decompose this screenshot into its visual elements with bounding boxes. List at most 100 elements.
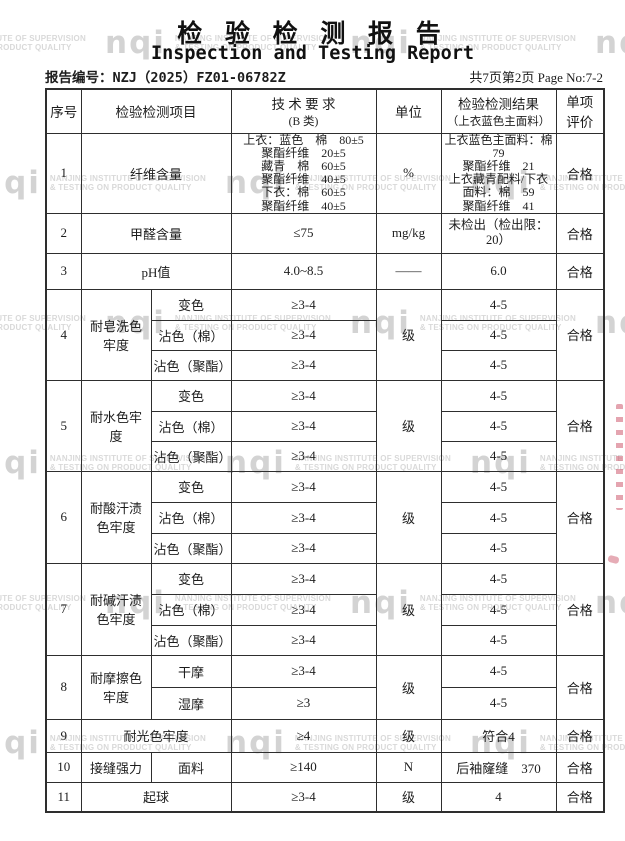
requirement-cell: ≥3-4 [230,532,377,564]
row-number-cell: 11 [45,781,82,813]
inspection-table: 序号 检验检测项目 技 术 要 求 (B 类) 单位 检验检测结果 （上衣蓝色主… [45,88,605,814]
result-cell: 4-5 [440,686,557,720]
col-header-eval-line1: 单项 [566,95,594,111]
result-cell: 4-5 [440,349,557,381]
unit-cell: % [375,132,442,214]
result-cell: 4-5 [440,501,557,534]
sub-item-cell: 沾色（聚酯） [150,440,232,472]
unit-cell: 级 [375,654,442,720]
requirement-cell: 4.0~8.5 [230,252,377,290]
evaluation-cell: 合格 [555,288,605,381]
requirement-cell: ≥3-4 [230,593,377,626]
table-subrow: 沾色（聚酯） ≥3-4 4-5 [46,349,604,381]
result-cell: 后袖窿缝 370 [440,751,557,783]
result-cell: 4-5 [440,410,557,442]
item-cell: 耐皂洗色 牢度 [80,288,152,381]
requirement-cell: ≥3 [230,686,377,720]
table-subrow: 沾色（棉） ≥3-4 4-5 [46,410,604,442]
sub-item-cell: 沾色（棉） [150,501,232,534]
evaluation-cell: 合格 [555,751,605,783]
item-cell: 接缝强力 [80,751,152,783]
col-header-result-line2: （上衣蓝色主面料） [446,116,551,129]
col-header-unit: 单位 [375,88,442,134]
sub-item-cell: 沾色（棉） [150,410,232,442]
item-cell: 耐光色牢度 [80,718,232,753]
result-cell: 4-5 [440,562,557,595]
page-info: 共7页第2页 Page No:7-2 [469,70,603,85]
unit-cell: —— [375,252,442,290]
col-header-eval-line2: 评价 [566,115,594,131]
sub-item-cell: 变色 [150,379,232,412]
table-row: 11 起球 ≥3-4 级 4 合格 [45,781,605,813]
item-cell: 纤维含量 [80,132,232,214]
unit-cell: 级 [375,470,442,564]
table-row: 6 耐酸汗渍 色牢度 变色 ≥3-4 级 4-5 合格 [45,470,605,564]
requirement-cell: ≥3-4 [230,379,377,412]
row-number-cell: 4 [45,288,82,381]
red-stamp-dot [607,554,620,565]
table-subrow: 湿摩 ≥3 4-5 [46,686,604,720]
requirement-cell: ≥3-4 [230,562,377,595]
result-cell: 4-5 [440,470,557,503]
col-header-result: 检验检测结果 （上衣蓝色主面料） [440,88,557,134]
col-header-result-line1: 检验检测结果 [458,97,539,113]
row-number-cell: 3 [45,252,82,290]
unit-cell: N [375,751,442,783]
requirement-cell: ≥3-4 [230,654,377,688]
sub-item-cell: 面料 [150,751,232,783]
evaluation-cell: 合格 [555,781,605,813]
requirement-cell: ≥3-4 [230,624,377,656]
evaluation-cell: 合格 [555,379,605,472]
sub-item-cell: 湿摩 [150,686,232,720]
sub-item-cell: 沾色（聚酯） [150,349,232,381]
unit-cell: 级 [375,781,442,813]
result-cell: 4-5 [440,532,557,564]
sub-item-cell: 沾色（棉） [150,319,232,351]
unit-cell: 级 [375,288,442,381]
col-header-item: 检验检测项目 [80,88,232,134]
requirement-cell: ≥3-4 [230,288,377,321]
row-number-cell: 10 [45,751,82,783]
sub-item-cell: 干摩 [150,654,232,688]
table-row: 7 耐碱汗渍 色牢度 变色 ≥3-4 级 4-5 合格 [45,562,605,656]
table-row: 1 纤维含量 上衣：蓝色 棉 80±5 聚酯纤维 20±5 藏青 棉 60±5 … [45,132,605,214]
col-header-no: 序号 [45,88,82,134]
evaluation-cell: 合格 [555,470,605,564]
sub-item-cell: 沾色（棉） [150,593,232,626]
sub-item-cell: 变色 [150,288,232,321]
result-cell: 4-5 [440,654,557,688]
item-cell: 耐酸汗渍 色牢度 [80,470,152,564]
col-header-requirement-line2: (B 类) [288,116,319,129]
table-subrow: 沾色（聚酯） ≥3-4 4-5 [46,532,604,564]
item-cell: 耐碱汗渍 色牢度 [80,562,152,656]
table-header-row: 序号 检验检测项目 技 术 要 求 (B 类) 单位 检验检测结果 （上衣蓝色主… [45,88,605,134]
report-title-en: Inspection and Testing Report [150,43,474,64]
report-number-value: NZJ（2025）FZ01-06782Z [112,70,286,86]
result-cell: 未检出（检出限： 20） [440,212,557,254]
requirement-cell: ≥3-4 [230,410,377,442]
sub-item-cell: 沾色（聚酯） [150,624,232,656]
item-cell: 起球 [80,781,232,813]
unit-cell: 级 [375,379,442,472]
evaluation-cell: 合格 [555,562,605,656]
result-cell: 4-5 [440,440,557,472]
report-title-cn: 检 验 检 测 报 告 [177,19,448,48]
red-stamp-fragment [616,404,623,510]
report-number: 报告编号：NZJ（2025）FZ01-06782Z [45,66,286,86]
item-cell: 甲醛含量 [80,212,232,254]
evaluation-cell: 合格 [555,654,605,720]
table-row: 9 耐光色牢度 ≥4 级 符合4 合格 [45,718,605,753]
item-cell: 耐水色牢 度 [80,379,152,472]
unit-cell: 级 [375,562,442,656]
table-row: 5 耐水色牢 度 变色 ≥3-4 级 4-5 合格 [45,379,605,472]
result-cell: 符合4 [440,718,557,753]
table-row: 2 甲醛含量 ≤75 mg/kg 未检出（检出限： 20） 合格 [45,212,605,254]
evaluation-cell: 合格 [555,212,605,254]
table-subrow: 沾色（棉） ≥3-4 4-5 [46,319,604,351]
requirement-cell: ≥3-4 [230,470,377,503]
result-cell: 4-5 [440,379,557,412]
requirement-cell: ≥3-4 [230,440,377,472]
result-cell: 4-5 [440,319,557,351]
